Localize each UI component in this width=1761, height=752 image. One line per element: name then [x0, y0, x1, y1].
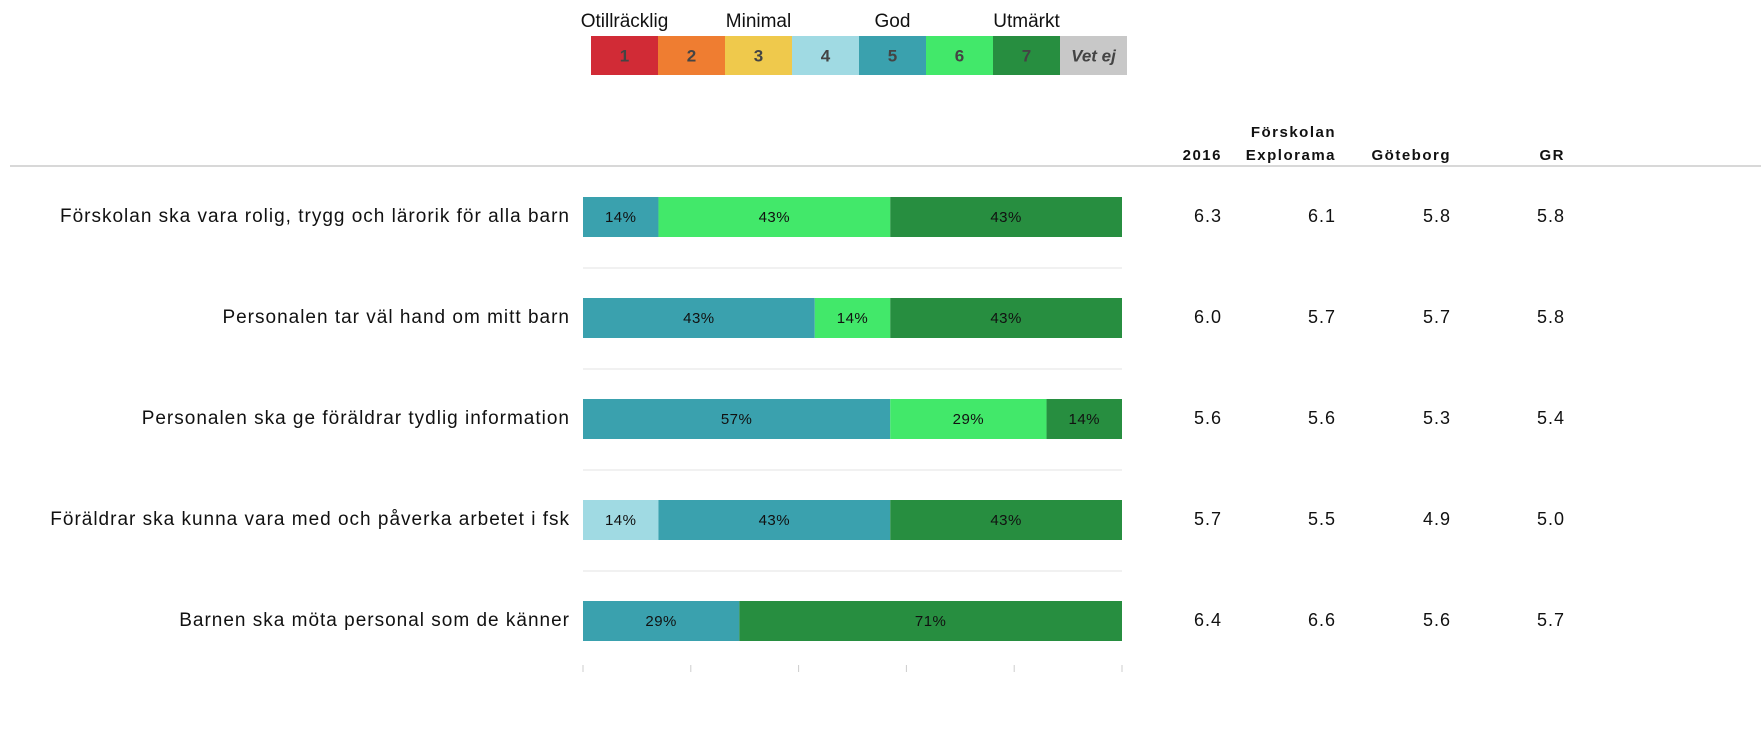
bar-segment — [739, 601, 1122, 641]
table-value: 6.4 — [1194, 610, 1222, 630]
bar-segment — [583, 197, 659, 237]
legend-swatch — [993, 36, 1060, 75]
column-header: Explorama — [1246, 147, 1336, 164]
table-value: 5.6 — [1308, 408, 1336, 428]
bar-segment — [890, 500, 1122, 540]
bar-segment — [1046, 399, 1122, 439]
legend-swatch — [859, 36, 926, 75]
legend-swatch — [658, 36, 725, 75]
bar-segment — [890, 298, 1122, 338]
category-label: Förskolan ska vara rolig, trygg och läro… — [60, 206, 570, 227]
table-value: 5.3 — [1423, 408, 1451, 428]
value-label: 29% — [953, 411, 985, 428]
column-header: Förskolan — [1251, 124, 1336, 141]
bar-segment — [583, 298, 815, 338]
table-value: 4.9 — [1423, 509, 1451, 529]
value-label: 43% — [759, 512, 791, 529]
bar-segment — [583, 601, 740, 641]
table-value: 5.7 — [1537, 610, 1565, 630]
value-label: 14% — [1069, 411, 1101, 428]
legend-label: 6 — [955, 46, 964, 65]
table-value: 6.0 — [1194, 307, 1222, 327]
value-label: 29% — [645, 613, 677, 630]
value-label: 57% — [721, 411, 753, 428]
column-header: Göteborg — [1372, 147, 1452, 164]
category-label: Barnen ska möta personal som de känner — [179, 610, 570, 631]
table-value: 6.6 — [1308, 610, 1336, 630]
scale-label: God — [875, 11, 911, 32]
table-value: 5.7 — [1423, 307, 1451, 327]
bar-segment — [583, 399, 891, 439]
value-label: 14% — [605, 209, 637, 226]
legend-label: 1 — [620, 46, 629, 65]
table-value: 5.6 — [1423, 610, 1451, 630]
table-value: 5.7 — [1308, 307, 1336, 327]
bar-segment — [583, 500, 659, 540]
table-value: 5.8 — [1537, 206, 1565, 226]
value-label: 71% — [915, 613, 947, 630]
legend-swatch — [1060, 36, 1127, 75]
legend-swatch — [591, 36, 658, 75]
bar-segment — [658, 500, 891, 540]
value-label: 43% — [990, 512, 1022, 529]
bar-segment — [890, 197, 1122, 237]
table-value: 5.8 — [1537, 307, 1565, 327]
bar-segment — [658, 197, 891, 237]
table-value: 5.6 — [1194, 408, 1222, 428]
table-value: 6.3 — [1194, 206, 1222, 226]
legend-label: 7 — [1022, 46, 1031, 65]
scale-label: Otillräcklig — [581, 11, 669, 32]
bar-segment — [890, 399, 1047, 439]
value-label: 14% — [605, 512, 637, 529]
legend-label: 3 — [754, 46, 763, 65]
table-value: 5.0 — [1537, 509, 1565, 529]
value-label: 43% — [990, 310, 1022, 327]
column-header: 2016 — [1183, 147, 1222, 164]
bar-segment — [814, 298, 891, 338]
column-header: GR — [1540, 147, 1566, 164]
value-label: 43% — [759, 209, 791, 226]
category-label: Personalen ska ge föräldrar tydlig infor… — [142, 408, 570, 429]
table-value: 6.1 — [1308, 206, 1336, 226]
scale-label: Utmärkt — [993, 11, 1060, 32]
legend-swatch — [792, 36, 859, 75]
table-value: 5.7 — [1194, 509, 1222, 529]
table-value: 5.8 — [1423, 206, 1451, 226]
table-value: 5.4 — [1537, 408, 1565, 428]
value-label: 43% — [683, 310, 715, 327]
legend-swatch — [725, 36, 792, 75]
legend-label: 4 — [821, 46, 831, 65]
legend-label: Vet ej — [1071, 46, 1117, 65]
table-value: 5.5 — [1308, 509, 1336, 529]
category-label: Personalen tar väl hand om mitt barn — [222, 307, 570, 328]
legend-label: 2 — [687, 46, 696, 65]
category-label: Föräldrar ska kunna vara med och påverka… — [50, 509, 570, 530]
legend-label: 5 — [888, 46, 897, 65]
legend-swatch — [926, 36, 993, 75]
scale-label: Minimal — [726, 11, 791, 32]
value-label: 14% — [837, 310, 869, 327]
value-label: 43% — [990, 209, 1022, 226]
